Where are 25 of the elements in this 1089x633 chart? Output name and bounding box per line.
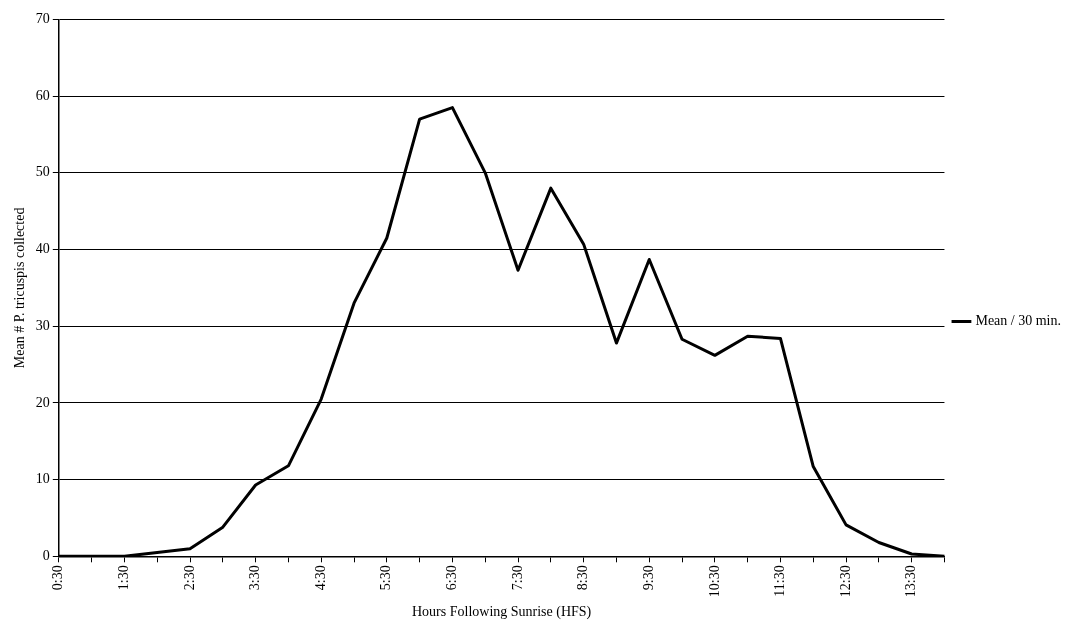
legend-label: Mean / 30 min. bbox=[975, 313, 1061, 329]
x-tick-label: 3:30 bbox=[247, 565, 263, 591]
y-tick-label: 70 bbox=[35, 11, 50, 27]
x-tick-label: 8:30 bbox=[575, 565, 591, 591]
x-axis-title: Hours Following Sunrise (HFS) bbox=[411, 604, 592, 621]
x-tick-label: 2:30 bbox=[181, 565, 197, 591]
y-tick-label: 40 bbox=[35, 241, 50, 257]
y-tick-label: 20 bbox=[35, 394, 50, 410]
x-tick-label: 13:30 bbox=[903, 565, 919, 598]
x-tick-label: 0:30 bbox=[50, 565, 66, 591]
y-axis-title: Mean # P. tricuspis collected bbox=[12, 207, 28, 369]
y-tick-label: 30 bbox=[35, 317, 50, 333]
x-tick-label: 4:30 bbox=[312, 565, 328, 591]
y-tick-label: 60 bbox=[35, 87, 50, 103]
x-tick-label: 6:30 bbox=[444, 565, 460, 591]
x-tick-label: 11:30 bbox=[772, 565, 788, 597]
x-tick-label: 1:30 bbox=[116, 565, 132, 591]
y-tick-label: 50 bbox=[35, 164, 50, 180]
y-tick-label: 0 bbox=[42, 547, 50, 563]
y-tick-label: 10 bbox=[35, 471, 50, 487]
x-tick-label: 12:30 bbox=[837, 565, 853, 598]
x-tick-label: 7:30 bbox=[509, 565, 525, 591]
x-tick-label: 10:30 bbox=[706, 565, 722, 598]
x-tick-label: 5:30 bbox=[378, 565, 394, 591]
x-tick-label: 9:30 bbox=[640, 565, 656, 591]
